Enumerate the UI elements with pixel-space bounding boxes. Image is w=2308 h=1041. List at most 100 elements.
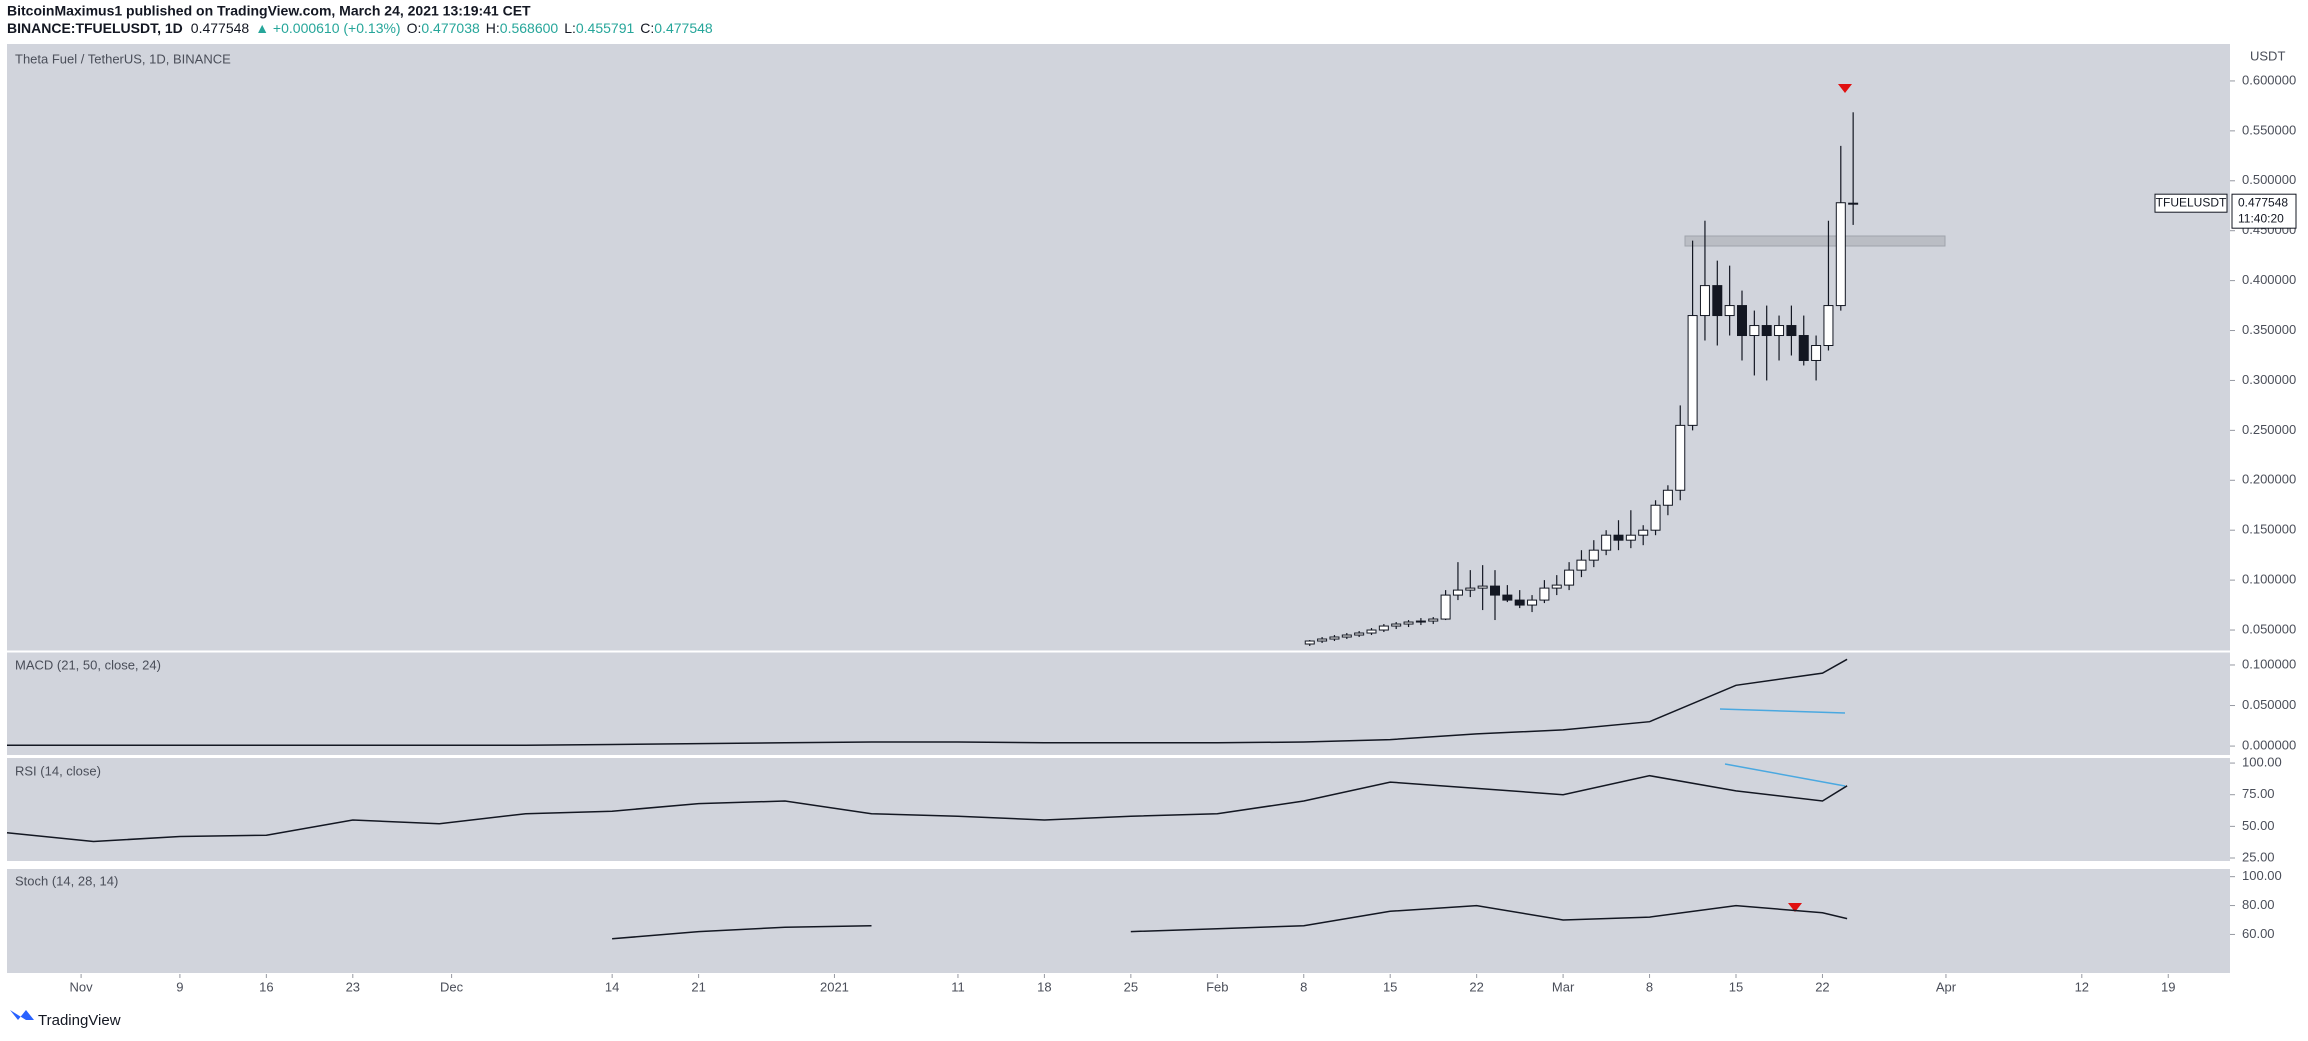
candle-body — [1354, 632, 1365, 636]
y-tick-label: 100.00 — [2242, 868, 2282, 883]
x-tick-label: 15 — [1729, 979, 1743, 994]
y-tick-label: 0.500000 — [2242, 172, 2296, 187]
ohlc-label: L: — [564, 20, 576, 36]
candle-body — [1502, 594, 1513, 601]
candle-body — [1490, 585, 1500, 596]
y-tick-label: 0.250000 — [2242, 422, 2296, 437]
x-tick-label: 12 — [2075, 979, 2089, 994]
y-tick-label: 0.050000 — [2242, 621, 2296, 636]
ohlc-label: H: — [486, 20, 500, 36]
price-tag-symbol: TFUELUSDT — [2156, 195, 2227, 209]
brand: TradingView — [38, 1012, 121, 1029]
y-tick-label: 0.200000 — [2242, 472, 2296, 487]
candle-body — [1848, 202, 1859, 205]
candle-body — [1774, 325, 1785, 337]
symbol-line: BINANCE:TFUELUSDT, 1D 0.477548 ▲ +0.000610… — [7, 20, 713, 36]
candle-body — [1403, 621, 1414, 625]
candle-body — [1551, 584, 1562, 589]
x-tick-label: 19 — [2161, 979, 2175, 994]
price-tag-countdown: 11:40:20 — [2238, 211, 2284, 225]
y-tick-label: 0.300000 — [2242, 372, 2296, 387]
candle-body — [1798, 335, 1809, 361]
ohlc-value: 0.477038 — [421, 20, 480, 36]
candle-body — [1440, 594, 1451, 620]
candle-body — [1366, 629, 1377, 634]
candle-body — [1514, 599, 1525, 606]
candle-body — [1625, 534, 1636, 541]
y-tick-label: 25.00 — [2242, 849, 2275, 864]
candle-body — [1724, 305, 1735, 317]
candle-body — [1687, 315, 1698, 426]
x-tick-label: 25 — [1124, 979, 1138, 994]
price-tag-symbol-box — [2154, 193, 2228, 213]
x-tick-label: Nov — [70, 979, 94, 994]
brand-logo — [10, 1010, 34, 1020]
x-tick-label: 8 — [1300, 979, 1307, 994]
candle-body — [1317, 638, 1328, 642]
candle-body — [1699, 285, 1710, 317]
indicator-line — [6, 774, 1848, 843]
candle-body — [1452, 589, 1463, 596]
y-tick-label: 0.000000 — [2242, 738, 2296, 753]
price-tag-box — [2231, 193, 2297, 229]
candle-body — [1564, 569, 1575, 586]
y-tick-label: 0.050000 — [2242, 697, 2296, 712]
ohlc-value: 0.477548 — [654, 20, 713, 36]
candle-body — [1477, 585, 1488, 589]
ohlc-label: O: — [407, 20, 422, 36]
x-tick-label: 16 — [259, 979, 273, 994]
candle-body — [1428, 618, 1439, 622]
candle-body — [1823, 305, 1834, 347]
x-tick-label: 22 — [1815, 979, 1829, 994]
candle-body — [1588, 549, 1599, 561]
resistance-zone — [1684, 235, 1946, 247]
y-tick-label: 100.00 — [2242, 755, 2282, 770]
x-tick-label: 11 — [951, 979, 965, 994]
pane-title: Stoch (14, 28, 14) — [15, 873, 118, 888]
y-tick-label: 60.00 — [2242, 926, 2275, 941]
x-tick-label: 8 — [1646, 979, 1653, 994]
candle-body — [1638, 529, 1649, 536]
x-tick-label: 18 — [1037, 979, 1051, 994]
x-tick-label: Apr — [1936, 979, 1957, 994]
candle-body — [1737, 305, 1747, 337]
candle-body — [1391, 623, 1402, 627]
y-tick-label: 0.400000 — [2242, 272, 2296, 287]
candle-body — [1749, 325, 1760, 337]
x-tick-label: 22 — [1469, 979, 1483, 994]
pane-title: Theta Fuel / TetherUS, 1D, BINANCE — [15, 51, 231, 66]
candle-body — [1613, 534, 1624, 541]
candle-body — [1712, 285, 1723, 317]
x-tick-label: 2021 — [820, 979, 849, 994]
candle-body — [1601, 534, 1612, 551]
x-tick-label: Mar — [1552, 979, 1575, 994]
pane-title: RSI (14, close) — [15, 763, 101, 778]
candle-body — [1835, 202, 1846, 307]
bearish-marker — [1838, 84, 1852, 93]
author-line: BitcoinMaximus1 published on TradingView… — [7, 3, 531, 19]
y-tick-label: 75.00 — [2242, 786, 2275, 801]
x-tick-label: 23 — [346, 979, 360, 994]
candle-body — [1304, 640, 1315, 645]
y-tick-label: 0.550000 — [2242, 122, 2296, 137]
candle-body — [1662, 489, 1673, 506]
candle-body — [1341, 634, 1352, 638]
candle-body — [1650, 504, 1661, 531]
ohlc-value: 0.455791 — [576, 20, 635, 36]
x-tick-label: 21 — [691, 979, 705, 994]
bearish-marker — [1788, 903, 1802, 912]
candle-body — [1465, 587, 1476, 591]
x-tick-label: Feb — [1206, 979, 1228, 994]
divergence-line — [1724, 763, 1846, 787]
indicator-line — [7, 658, 1848, 747]
x-tick-label: 9 — [176, 979, 183, 994]
x-tick-label: 15 — [1383, 979, 1397, 994]
plot-background — [7, 44, 2230, 974]
candle-body — [1786, 325, 1797, 337]
symbol: BINANCE:TFUELUSDT, 1D — [7, 20, 183, 36]
y-tick-label: 0.350000 — [2242, 322, 2296, 337]
price-change: ▲ +0.000610 (+0.13%) — [255, 20, 400, 36]
y-tick-label: 50.00 — [2242, 818, 2275, 833]
